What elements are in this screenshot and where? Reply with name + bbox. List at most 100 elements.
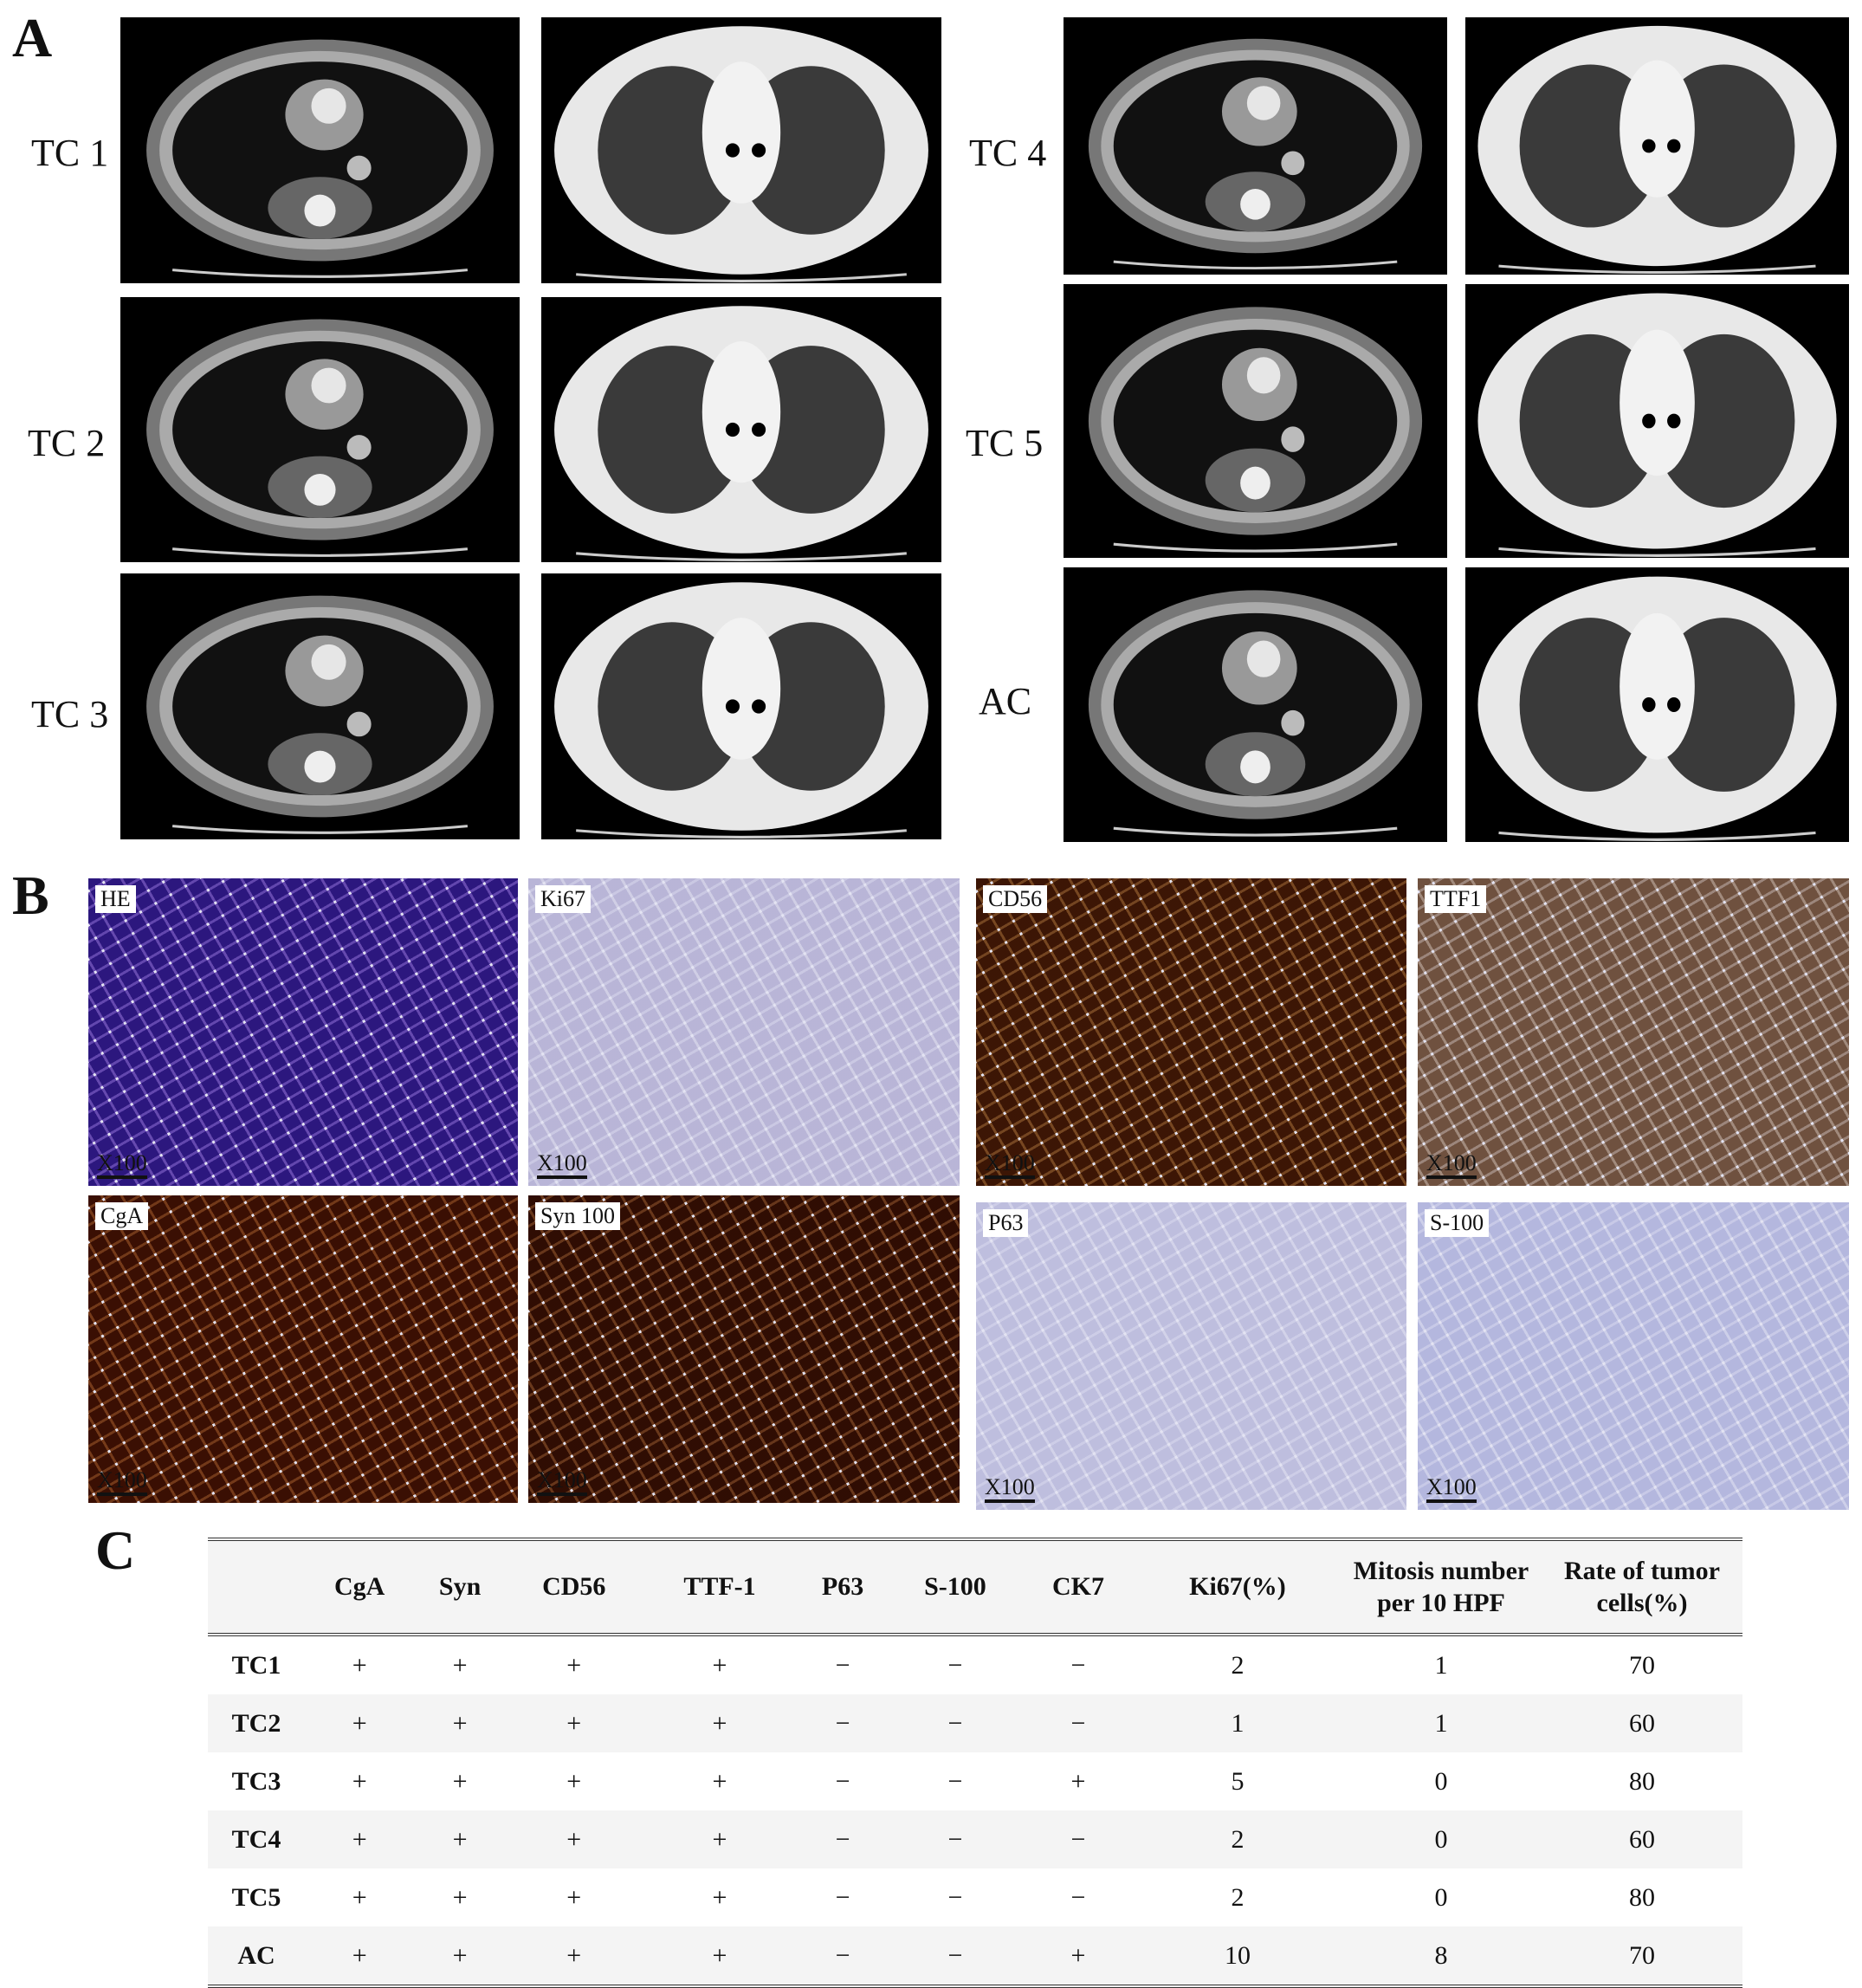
table-cell: + bbox=[452, 1766, 468, 1796]
table-cell: − bbox=[797, 1926, 889, 1988]
table-cell: + bbox=[566, 1882, 582, 1912]
column-header: P63 bbox=[797, 1538, 889, 1636]
table-cell: 1 bbox=[1434, 1708, 1448, 1738]
ct-lung-window-image bbox=[541, 573, 941, 839]
table-cell: − bbox=[947, 1824, 963, 1854]
stain-label: CgA bbox=[95, 1202, 149, 1230]
column-header: CD56 bbox=[505, 1538, 643, 1636]
column-header: CK7 bbox=[1022, 1538, 1135, 1636]
column-header: CgA bbox=[305, 1538, 415, 1636]
table-cell: + bbox=[305, 1926, 415, 1988]
table-cell: 60 bbox=[1629, 1708, 1655, 1738]
table-cell: − bbox=[888, 1926, 1023, 1988]
table-cell: − bbox=[835, 1766, 850, 1796]
table-cell: + bbox=[712, 1650, 727, 1680]
ct-mediastinal-window-image bbox=[1064, 17, 1447, 275]
table-row: TC3 + + + + − − +5 0 80 bbox=[208, 1752, 1742, 1810]
histology-image-ttf1: TTF1 X100 bbox=[1418, 878, 1849, 1186]
magnification-scale-bar: X100 bbox=[97, 1152, 147, 1179]
table-cell: 1 bbox=[1231, 1708, 1245, 1738]
table-cell: + bbox=[712, 1766, 727, 1796]
stain-label: S-100 bbox=[1425, 1209, 1490, 1237]
row-header: TC5 bbox=[231, 1882, 281, 1912]
panel-label-b: B bbox=[12, 864, 49, 926]
ct-mediastinal-window-image bbox=[120, 573, 520, 839]
ct-case-label: TC 5 bbox=[966, 422, 1044, 464]
table-cell: + bbox=[642, 1926, 798, 1988]
table-cell: + bbox=[566, 1766, 582, 1796]
magnification-scale-bar: X100 bbox=[97, 1469, 147, 1496]
table-cell: − bbox=[835, 1708, 850, 1738]
table-cell: − bbox=[1070, 1824, 1086, 1854]
row-header: AC bbox=[208, 1926, 305, 1988]
table-cell: + bbox=[712, 1708, 727, 1738]
histology-image-cga: CgA X100 bbox=[88, 1195, 518, 1503]
ct-mediastinal-window-image bbox=[120, 17, 520, 283]
table-row: AC + + + + − − +10 8 70 bbox=[208, 1926, 1742, 1988]
ct-mediastinal-window-image bbox=[120, 297, 520, 562]
ct-case-label: TC 1 bbox=[31, 132, 109, 174]
ct-mediastinal-window-image bbox=[1064, 567, 1447, 842]
histology-image-he: HE X100 bbox=[88, 878, 518, 1186]
table-cell: − bbox=[835, 1882, 850, 1912]
stain-label: Ki67 bbox=[535, 885, 591, 913]
table-cell: 1 bbox=[1434, 1650, 1448, 1680]
row-header: TC3 bbox=[231, 1766, 281, 1796]
table-cell: + bbox=[352, 1824, 367, 1854]
table-cell: − bbox=[947, 1882, 963, 1912]
stain-label: P63 bbox=[983, 1209, 1029, 1237]
magnification-scale-bar: X100 bbox=[537, 1469, 587, 1496]
panel-label-c: C bbox=[95, 1519, 136, 1581]
table-cell: + bbox=[452, 1708, 468, 1738]
table-cell: + bbox=[505, 1926, 643, 1988]
table-row: TC4 + + + + − − − 2 0 60 bbox=[208, 1810, 1742, 1868]
stain-label: HE bbox=[95, 885, 136, 913]
ct-case-label: AC bbox=[979, 680, 1032, 722]
panel-label-a: A bbox=[12, 7, 53, 68]
table-cell: − bbox=[835, 1824, 850, 1854]
table-cell: + bbox=[566, 1650, 582, 1680]
row-header: TC1 bbox=[231, 1650, 281, 1680]
ct-lung-window-image bbox=[541, 297, 941, 562]
table-cell: − bbox=[947, 1708, 963, 1738]
column-header: TTF-1 bbox=[642, 1538, 798, 1636]
column-header: Rate of tumor cells(%) bbox=[1542, 1538, 1742, 1636]
stain-label: TTF1 bbox=[1425, 885, 1487, 913]
ct-case-label: TC 3 bbox=[31, 693, 109, 735]
table-cell: − bbox=[1070, 1882, 1086, 1912]
ct-case-label: TC 2 bbox=[28, 422, 106, 464]
ct-lung-window-image bbox=[1465, 284, 1849, 558]
column-header: Mitosis number per 10 HPF bbox=[1341, 1538, 1542, 1636]
table-cell: + bbox=[712, 1824, 727, 1854]
table-cell: − bbox=[1070, 1650, 1086, 1680]
ct-case-label: TC 4 bbox=[969, 132, 1047, 174]
table-cell: 0 bbox=[1434, 1882, 1448, 1912]
histology-image-syn-100: Syn 100 X100 bbox=[528, 1195, 960, 1503]
histology-image-s-100: S-100 X100 bbox=[1418, 1202, 1849, 1510]
table-cell: + bbox=[566, 1708, 582, 1738]
column-header: Syn bbox=[414, 1538, 506, 1636]
table-row: TC1 + + + + − − − 2 1 70 bbox=[208, 1635, 1742, 1694]
table-cell: 80 bbox=[1629, 1882, 1655, 1912]
table-cell: 2 bbox=[1231, 1824, 1245, 1854]
ct-lung-window-image bbox=[1465, 17, 1849, 275]
table-cell: 2 bbox=[1231, 1650, 1245, 1680]
column-header bbox=[208, 1538, 305, 1636]
table-header-row: CgA Syn CD56 TTF-1 P63 S-100 CK7 Ki67(%) Mitosis… bbox=[208, 1538, 1742, 1636]
histology-image-cd56: CD56 X100 bbox=[976, 878, 1406, 1186]
table-cell: − bbox=[1070, 1708, 1086, 1738]
table-cell: + bbox=[352, 1882, 367, 1912]
column-header: S-100 bbox=[888, 1538, 1023, 1636]
table-cell: + bbox=[712, 1882, 727, 1912]
table-cell: + bbox=[352, 1766, 367, 1796]
table-cell: − bbox=[947, 1650, 963, 1680]
ct-lung-window-image bbox=[1465, 567, 1849, 842]
column-header: Ki67(%) bbox=[1134, 1538, 1341, 1636]
table-cell: + bbox=[452, 1824, 468, 1854]
magnification-scale-bar: X100 bbox=[985, 1476, 1035, 1503]
row-header: TC2 bbox=[231, 1708, 281, 1738]
histology-image-ki67: Ki67 X100 bbox=[528, 878, 960, 1186]
table-cell: + bbox=[1070, 1766, 1086, 1796]
stain-label: CD56 bbox=[983, 885, 1048, 913]
table-cell: + bbox=[1022, 1926, 1135, 1988]
